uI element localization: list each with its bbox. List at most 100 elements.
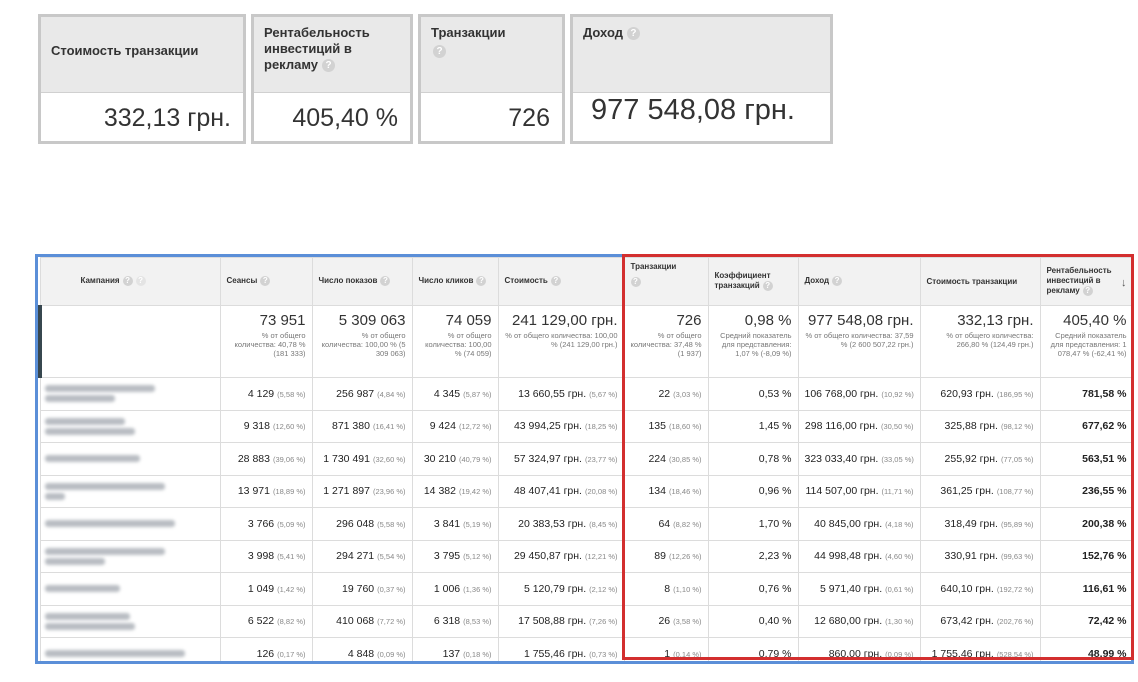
kpi-value: 726	[508, 104, 550, 132]
cell-value: 1 049	[247, 582, 275, 595]
totals-value: 977 548,08 грн.	[807, 312, 914, 329]
campaign-name-redacted[interactable]	[39, 409, 221, 443]
totals-cell: 241 129,00 грн. % от общего количества: 1…	[497, 305, 625, 378]
cell-value: 106 768,00 грн.	[804, 387, 879, 400]
table-cell: 13 971 (18,89 %)	[219, 474, 313, 508]
table-cell: 0,96 %	[707, 474, 799, 508]
cell-value: 3 795	[433, 550, 461, 563]
cell-percent: (23,96 %)	[372, 487, 406, 497]
question-circle-icon[interactable]: ?	[122, 276, 133, 287]
cell-percent: (0,17 %)	[277, 649, 306, 659]
campaign-name-redacted[interactable]	[39, 604, 221, 638]
col-header-label: Транзакции	[630, 262, 677, 271]
table-cell: 4 345 (5,87 %)	[411, 377, 499, 411]
kpi-label: Транзакции	[431, 25, 506, 40]
col-header-campaign[interactable]: Кампания??	[39, 257, 221, 306]
campaign-name-redacted[interactable]	[39, 442, 221, 476]
cell-value: 236,55 %	[1082, 485, 1127, 498]
table-cell: 640,10 грн. (192,72 %)	[919, 572, 1041, 606]
col-header-sessions[interactable]: Сеансы?	[219, 257, 313, 306]
cell-value: 0,96 %	[758, 485, 792, 498]
campaign-name-redacted[interactable]	[39, 507, 221, 541]
col-header-label: Коэффициент транзакций	[714, 271, 771, 291]
cell-percent: (4,18 %)	[885, 519, 914, 529]
cell-value: 89	[654, 550, 666, 563]
arrow-down-icon[interactable]: ↓	[1121, 277, 1127, 289]
cell-percent: (2,12 %)	[589, 584, 618, 594]
table-cell: 200,38 %	[1039, 507, 1131, 541]
col-header-transaction-cost[interactable]: Стоимость транзакции	[919, 257, 1041, 306]
totals-cell: 332,13 грн. % от общего количества: 266,8…	[919, 305, 1041, 378]
cell-value: 296 048	[336, 517, 375, 530]
kpi-value: 332,13 грн.	[103, 104, 231, 132]
totals-subtext: Средний показатель для представления: 1 …	[1050, 331, 1127, 358]
table-cell: 106 768,00 грн. (10,92 %)	[797, 377, 921, 411]
table-row: 126 (0,17 %) 4 848 (0,09 %) 137 (0,18 %) 1 755…	[39, 637, 1131, 661]
table-cell: 620,93 грн. (186,95 %)	[919, 377, 1041, 411]
redacted-text	[44, 520, 175, 528]
question-circle-icon[interactable]: ?	[135, 276, 146, 287]
question-circle-icon[interactable]: ?	[832, 276, 843, 287]
cell-value: 40 845,00 грн.	[814, 517, 883, 530]
question-circle-icon[interactable]: ?	[626, 27, 640, 41]
col-header-cost[interactable]: Стоимость?	[497, 257, 625, 306]
cell-percent: (5,41 %)	[277, 552, 306, 562]
redacted-text	[44, 585, 120, 593]
cell-percent: (5,87 %)	[463, 389, 492, 399]
cell-value: 6 522	[247, 615, 275, 628]
cell-percent: (12,21 %)	[584, 552, 618, 562]
question-circle-icon[interactable]: ?	[550, 276, 561, 287]
cell-value: 48,99 %	[1087, 647, 1127, 660]
col-header-transaction-rate[interactable]: Коэффициент транзакций?	[707, 257, 799, 306]
col-header-revenue[interactable]: Доход?	[797, 257, 921, 306]
totals-value: 0,98 %	[744, 312, 792, 329]
campaign-name-redacted[interactable]	[39, 572, 221, 606]
cell-percent: (4,84 %)	[377, 389, 406, 399]
table-cell: 40 845,00 грн. (4,18 %)	[797, 507, 921, 541]
cell-percent: (108,77 %)	[996, 487, 1034, 497]
campaign-name-redacted[interactable]	[39, 637, 221, 661]
cell-percent: (1,36 %)	[463, 584, 492, 594]
totals-subtext: % от общего количества: 100,00 % (5 309 …	[321, 331, 406, 358]
question-circle-icon[interactable]: ?	[322, 59, 335, 73]
col-header-clicks[interactable]: Число кликов?	[411, 257, 499, 306]
redacted-text	[44, 622, 135, 630]
table-cell: 44 998,48 грн. (4,60 %)	[797, 539, 921, 573]
campaign-name-redacted[interactable]	[39, 474, 221, 508]
cell-percent: (1,10 %)	[673, 584, 702, 594]
table-cell: 1 (0,14 %)	[623, 637, 709, 661]
campaign-name-redacted[interactable]	[39, 539, 221, 573]
campaign-name-redacted[interactable]	[39, 377, 221, 411]
question-circle-icon[interactable]: ?	[433, 45, 446, 59]
cell-value: 22	[658, 387, 671, 400]
cell-value: 781,58 %	[1082, 387, 1127, 400]
cell-value: 6 318	[433, 615, 461, 628]
table-cell: 72,42 %	[1039, 604, 1131, 638]
table-cell: 5 120,79 грн. (2,12 %)	[497, 572, 625, 606]
redacted-text	[44, 612, 130, 620]
cell-value: 29 450,87 грн.	[513, 550, 582, 563]
cell-value: 1	[664, 647, 671, 660]
cell-percent: (8,53 %)	[463, 617, 492, 627]
cell-value: 137	[442, 647, 461, 660]
table-cell: 126 (0,17 %)	[219, 637, 313, 661]
table-cell: 4 848 (0,09 %)	[311, 637, 413, 661]
col-header-roas[interactable]: Рентабельность инвестиций в рекламу? ↓	[1039, 257, 1131, 306]
cell-value: 2,23 %	[758, 550, 792, 563]
cell-percent: (39,06 %)	[272, 454, 306, 464]
col-header-impressions[interactable]: Число показов?	[311, 257, 413, 306]
cell-value: 860,00 грн.	[828, 647, 883, 660]
question-circle-icon[interactable]: ?	[476, 276, 487, 287]
cell-value: 0,76 %	[758, 582, 792, 595]
cell-percent: (12,26 %)	[668, 552, 702, 562]
question-circle-icon[interactable]: ?	[762, 281, 773, 292]
question-circle-icon[interactable]: ?	[380, 276, 391, 287]
table-cell: 2,23 %	[707, 539, 799, 573]
table-cell: 781,58 %	[1039, 377, 1131, 411]
question-circle-icon[interactable]: ?	[260, 276, 271, 287]
table-row: 3 766 (5,09 %) 296 048 (5,58 %) 3 841 (5,19 %…	[39, 507, 1131, 541]
cell-percent: (186,95 %)	[996, 389, 1034, 399]
col-header-transactions[interactable]: Транзакции?	[623, 257, 709, 306]
question-circle-icon[interactable]: ?	[1082, 286, 1093, 297]
question-circle-icon[interactable]: ?	[630, 277, 641, 287]
